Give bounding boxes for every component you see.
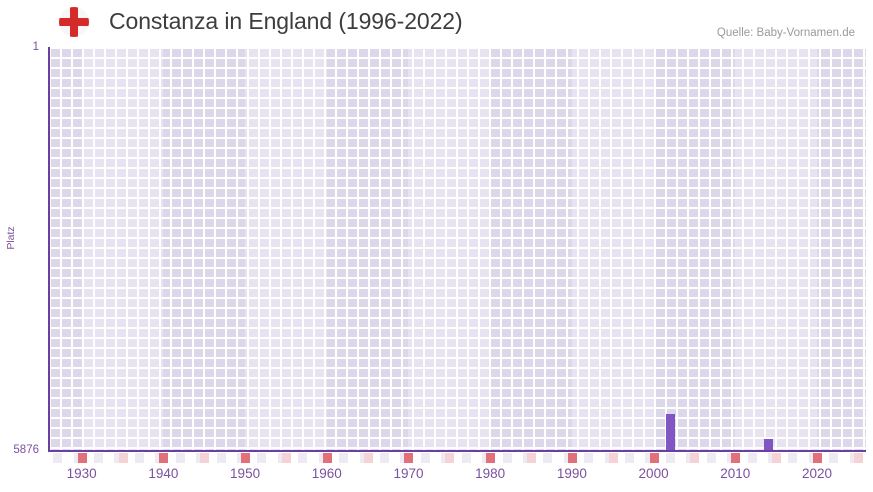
x-axis-tick-label: 2000 (638, 466, 669, 481)
y-axis-line (48, 47, 50, 452)
x-axis-tick-filler (53, 453, 63, 463)
x-axis-tick-filler (706, 453, 716, 463)
chart-header: Constanza in England (1996-2022) Quelle:… (0, 0, 873, 44)
x-axis-tick-filler (665, 453, 675, 463)
x-axis-line (48, 450, 866, 452)
x-axis-tick-filler (502, 453, 512, 463)
x-axis-tick-minor (527, 453, 537, 463)
x-axis-tick-label: 1950 (230, 466, 261, 481)
x-axis-tick-filler (94, 453, 104, 463)
x-axis-tick-label: 2010 (720, 466, 751, 481)
plot-band (81, 47, 164, 452)
x-axis-tick-minor (690, 453, 700, 463)
plot-band (245, 47, 327, 452)
x-axis-tick-minor (772, 453, 782, 463)
x-axis-tick-major (322, 453, 332, 463)
x-axis-tick-minor (363, 453, 373, 463)
x-axis-tick-major (649, 453, 659, 463)
x-axis-tick-filler (788, 453, 798, 463)
x-axis-tick-filler (420, 453, 430, 463)
x-axis-tick-minor (281, 453, 291, 463)
x-axis-tick-major (486, 453, 496, 463)
england-flag-icon (59, 7, 89, 37)
x-axis-tick-minor (608, 453, 618, 463)
plot-band (735, 47, 817, 452)
x-axis-tick-filler (379, 453, 389, 463)
x-axis-tick-filler (625, 453, 635, 463)
x-axis-tick-filler (175, 453, 185, 463)
x-axis-tick-label: 1970 (393, 466, 424, 481)
x-axis-tick-minor (118, 453, 128, 463)
x-axis-tick-minor (853, 453, 863, 463)
x-axis-tick-filler (216, 453, 226, 463)
bar[interactable] (665, 414, 675, 452)
x-axis-tick-filler (339, 453, 349, 463)
source-attribution: Quelle: Baby-Vornamen.de (716, 27, 855, 39)
x-axis-tick-label: 1930 (66, 466, 97, 481)
x-axis-tick-filler (543, 453, 553, 463)
plot-band (408, 47, 491, 452)
x-axis-tick-label: 2020 (801, 466, 832, 481)
x-axis-tick-major (567, 453, 577, 463)
x-axis-tick-major (77, 453, 87, 463)
x-axis-tick-label: 1940 (148, 466, 179, 481)
x-axis-tick-major (404, 453, 414, 463)
x-axis-tick-major (812, 453, 822, 463)
y-axis-tick-top: 1 (32, 41, 39, 53)
x-axis-tick-filler (298, 453, 308, 463)
x-axis-tick-label: 1990 (556, 466, 587, 481)
plot-area (49, 47, 866, 452)
flag-cross-vertical (70, 7, 78, 37)
plot-background-bands (49, 47, 866, 452)
x-axis-tick-filler (584, 453, 594, 463)
x-axis-tick-filler (461, 453, 471, 463)
x-axis-tick-filler (829, 453, 839, 463)
x-axis-tick-filler (257, 453, 267, 463)
plot-band (571, 47, 654, 452)
y-axis-title: Platz (5, 226, 17, 250)
x-axis-tick-major (159, 453, 169, 463)
x-axis-tick-filler (134, 453, 144, 463)
bar[interactable] (763, 439, 773, 452)
x-axis-tick-minor (445, 453, 455, 463)
x-axis-tick-major (241, 453, 251, 463)
y-axis-tick-bottom: 5876 (13, 444, 39, 456)
x-axis-tick-filler (747, 453, 757, 463)
x-axis-tick-label: 1960 (311, 466, 342, 481)
x-axis-tick-major (731, 453, 741, 463)
x-axis-tick-label: 1980 (475, 466, 506, 481)
x-axis-tick-minor (200, 453, 210, 463)
chart-title: Constanza in England (1996-2022) (109, 8, 463, 34)
